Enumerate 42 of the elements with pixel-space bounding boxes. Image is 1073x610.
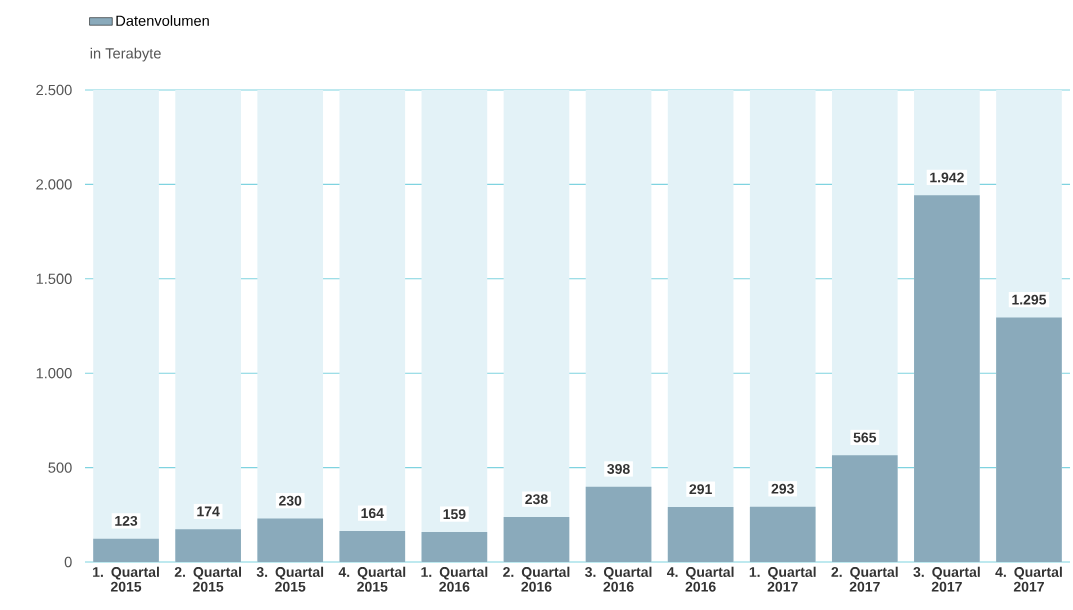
- bar: [749, 506, 816, 562]
- data-label: 1.295: [1012, 294, 1047, 305]
- x-tick-label: 4. Quartal 2015: [338, 566, 406, 592]
- legend-label: Datenvolumen: [116, 15, 209, 26]
- y-tick-label: 2.000: [36, 179, 72, 190]
- y-tick-label: 0: [64, 556, 72, 568]
- x-tick-label: 4. Quartal 2017: [995, 566, 1062, 592]
- data-label: 238: [525, 494, 548, 505]
- x-tick-label: 2. Quartal 2015: [174, 566, 241, 592]
- x-tick-label: 2. Quartal 2017: [831, 566, 898, 592]
- x-tick-label: 4. Quartal 2016: [667, 566, 734, 592]
- data-label: 164: [361, 508, 384, 519]
- bar: [421, 531, 488, 562]
- bar: [257, 518, 324, 562]
- data-label: 398: [607, 464, 630, 474]
- data-label: 291: [689, 484, 712, 495]
- bar: [585, 486, 652, 562]
- bar: [175, 529, 241, 562]
- y-axis-title: in Terabyte: [90, 47, 161, 62]
- data-label: 159: [443, 509, 466, 520]
- data-label: 1.942: [930, 172, 964, 183]
- y-tick-label: 500: [48, 462, 72, 473]
- data-label: 565: [853, 432, 877, 443]
- x-tick-label: 3. Quartal 2015: [256, 566, 324, 592]
- x-tick-label: 1. Quartal 2016: [421, 566, 488, 592]
- x-tick-label: 3. Quartal 2016: [585, 566, 652, 592]
- data-label: 293: [771, 483, 794, 494]
- x-tick-label: 2. Quartal 2016: [503, 566, 570, 592]
- bar: [831, 455, 898, 562]
- data-label: 230: [279, 495, 302, 506]
- data-label: 174: [197, 506, 220, 517]
- x-tick-label: 3. Quartal 2017: [913, 566, 980, 592]
- bar: [503, 517, 570, 562]
- bar: [667, 507, 734, 562]
- x-tick-label: 1. Quartal 2017: [749, 566, 816, 592]
- y-tick-label: 1.000: [36, 368, 72, 379]
- y-tick-label: 1.500: [36, 273, 72, 284]
- bar: [339, 531, 406, 562]
- x-tick-label: 1. Quartal 2015: [93, 566, 159, 592]
- bar: [93, 538, 159, 562]
- y-tick-label: 2.500: [36, 84, 72, 96]
- data-label: 123: [115, 515, 138, 526]
